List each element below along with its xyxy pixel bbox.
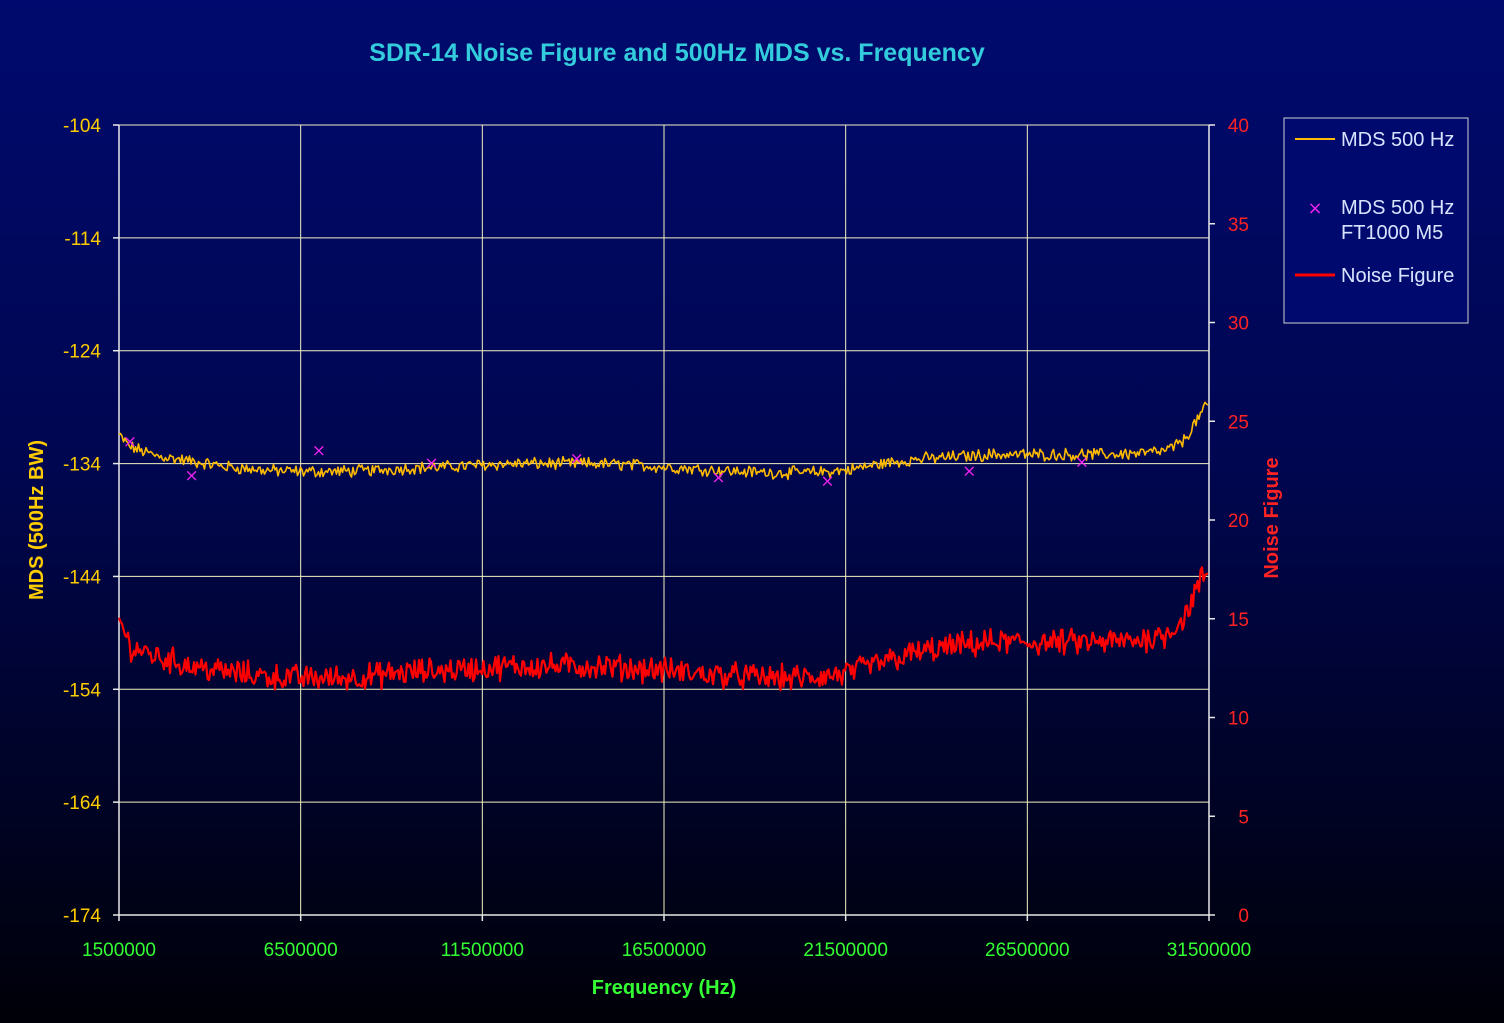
series-ft1000-point: × bbox=[711, 468, 725, 488]
y-left-tick-label: -154 bbox=[63, 680, 101, 701]
y-left-tick-label: -144 bbox=[63, 567, 101, 588]
legend-box bbox=[1283, 117, 1469, 324]
y-right-tick-label: 25 bbox=[1228, 412, 1249, 433]
y-right-tick-label: 20 bbox=[1228, 511, 1249, 532]
series-ft1000-point: × bbox=[570, 449, 584, 469]
y-left-tick-label: -114 bbox=[64, 229, 101, 250]
y-right-tick-label: 10 bbox=[1228, 709, 1249, 730]
y-axis-left-label: MDS (500Hz BW) bbox=[26, 440, 48, 600]
y-left-tick-label: -124 bbox=[63, 342, 101, 363]
x-tick-label: 21500000 bbox=[803, 940, 888, 961]
y-left-tick-label: -104 bbox=[63, 116, 101, 137]
series-ft1000-point: × bbox=[424, 453, 438, 473]
x-tick-label: 6500000 bbox=[264, 940, 338, 961]
legend: MDS 500 Hz × MDS 500 Hz FT1000 M5 Noise … bbox=[1283, 117, 1469, 324]
x-axis-label: Frequency (Hz) bbox=[592, 977, 736, 999]
x-tick-label: 11500000 bbox=[441, 940, 524, 961]
legend-label-ft1000-line2: FT1000 M5 bbox=[1341, 222, 1443, 244]
x-tick-label: 31500000 bbox=[1167, 940, 1252, 961]
series-ft1000-point: × bbox=[312, 441, 326, 461]
y-right-tick-label: 30 bbox=[1228, 314, 1249, 335]
y-right-tick-label: 15 bbox=[1228, 610, 1249, 631]
tick-labels: 1500000 6500000 11500000 16500000 21500000 26… bbox=[63, 116, 1251, 961]
y-left-tick-label: -164 bbox=[63, 793, 101, 814]
y-right-tick-label: 35 bbox=[1228, 215, 1249, 236]
x-tick-label: 16500000 bbox=[622, 940, 707, 961]
y-axis-right-label: Noise Figure bbox=[1261, 457, 1283, 578]
y-left-tick-label: -174 bbox=[63, 906, 101, 927]
legend-label-mds: MDS 500 Hz bbox=[1341, 129, 1454, 151]
legend-label-noise-figure: Noise Figure bbox=[1341, 265, 1454, 287]
grid bbox=[119, 124, 1209, 916]
y-right-tick-label: 5 bbox=[1238, 807, 1249, 828]
series-ft1000-point: × bbox=[1075, 452, 1089, 472]
chart-title: SDR-14 Noise Figure and 500Hz MDS vs. Fr… bbox=[369, 39, 985, 67]
legend-label-ft1000-line1: MDS 500 Hz bbox=[1341, 197, 1454, 219]
y-right-tick-label: 0 bbox=[1238, 906, 1249, 927]
series-noise-figure-line bbox=[117, 566, 1209, 692]
series-ft1000-point: × bbox=[123, 432, 137, 452]
axis-ticks bbox=[113, 124, 1215, 921]
y-left-tick-label: -134 bbox=[63, 455, 101, 476]
series-layer: × × × × × × × × × bbox=[117, 401, 1209, 692]
series-ft1000-point: × bbox=[962, 461, 976, 481]
x-tick-label: 26500000 bbox=[985, 940, 1070, 961]
y-right-tick-label: 40 bbox=[1228, 116, 1249, 137]
x-tick-label: 1500000 bbox=[82, 940, 156, 961]
series-ft1000-point: × bbox=[820, 472, 834, 492]
series-mds-line bbox=[118, 401, 1209, 481]
series-ft1000-point: × bbox=[185, 466, 199, 486]
legend-swatch-ft1000: × bbox=[1307, 198, 1322, 219]
